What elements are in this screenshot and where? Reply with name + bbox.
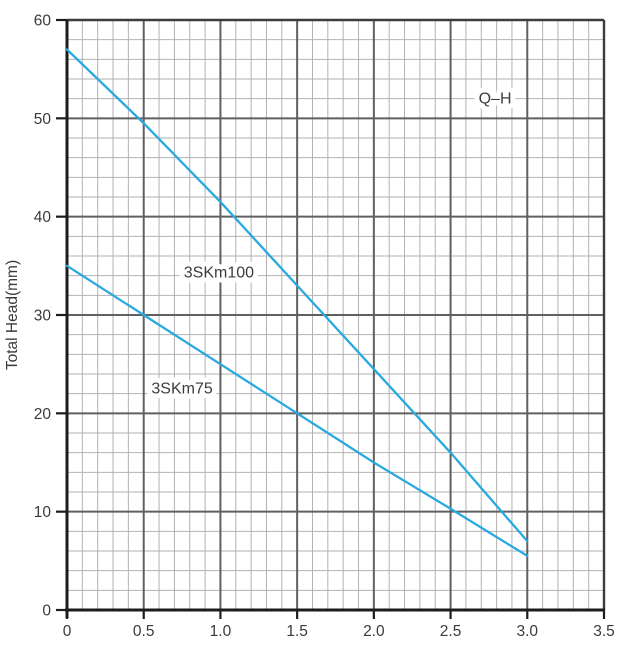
axis-layer [65,18,606,618]
series-label-3skm100: 3SKm100 [184,264,254,281]
y-tick-label: 50 [34,111,52,128]
x-tick-label: 0 [63,623,72,640]
y-tick-label: 30 [34,307,52,324]
x-tick-label: 2.0 [363,623,385,640]
y-tick-label: 20 [34,406,52,423]
x-tick-label: 1.0 [210,623,232,640]
tick-marks-layer [56,18,606,619]
x-tick-label: 1.5 [286,623,308,640]
x-tick-label: 0.5 [133,623,155,640]
y-tick-label: 60 [34,12,52,29]
curve-3skm100 [65,48,529,543]
y-axis-title: Total Head(mm) [4,260,21,370]
x-tick-label: 3.0 [517,623,539,640]
tick-labels-layer: 0 10 20 30 40 50 60 0 0.5 1.0 1.5 2.0 2.5 3.0 3.5 [34,12,615,640]
grid-major-layer [67,20,604,610]
curve-3skm75 [65,264,529,558]
y-tick-label: 10 [34,504,52,521]
x-tick-label: 2.5 [440,623,462,640]
annotation-qh: Q–H [479,90,512,107]
series-label-3skm75: 3SKm75 [151,380,212,397]
y-tick-label: 0 [42,602,51,619]
y-tick-label: 40 [34,209,52,226]
curves-layer [65,48,529,558]
x-tick-label: 3.5 [593,623,615,640]
